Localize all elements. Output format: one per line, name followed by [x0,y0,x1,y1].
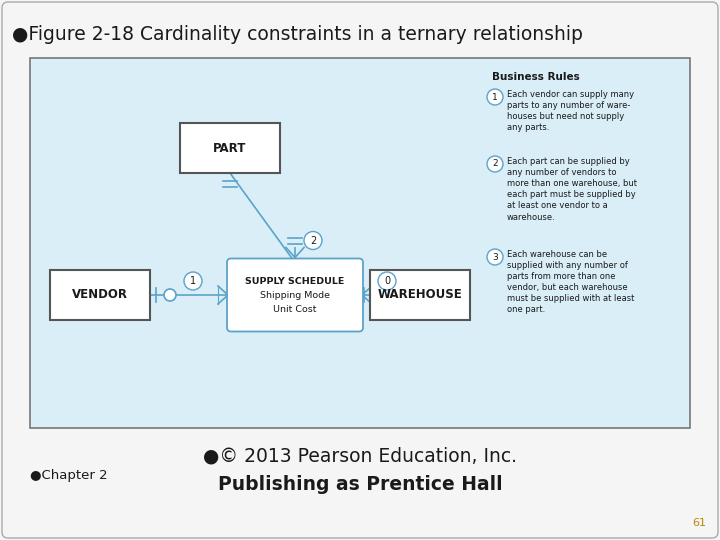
Text: ●Figure 2-18 Cardinality constraints in a ternary relationship: ●Figure 2-18 Cardinality constraints in … [12,25,583,44]
Circle shape [184,272,202,290]
Text: Unit Cost: Unit Cost [274,306,317,314]
Text: SUPPLY SCHEDULE: SUPPLY SCHEDULE [246,276,345,286]
Bar [180,123,280,173]
Text: PART: PART [213,141,247,154]
Circle shape [164,289,176,301]
Circle shape [487,89,503,105]
Circle shape [487,249,503,265]
Circle shape [304,232,322,249]
Text: VENDOR: VENDOR [72,288,128,301]
Text: 2: 2 [310,235,316,246]
Text: Shipping Mode: Shipping Mode [260,292,330,300]
Text: Each vendor can supply many
parts to any number of ware-
houses but need not sup: Each vendor can supply many parts to any… [507,90,634,132]
Bar [370,270,470,320]
Text: 2: 2 [492,159,498,168]
Text: WAREHOUSE: WAREHOUSE [377,288,462,301]
Circle shape [487,156,503,172]
Circle shape [344,289,356,301]
Text: Publishing as Prentice Hall: Publishing as Prentice Hall [217,476,503,495]
Text: 61: 61 [692,518,706,528]
Text: Business Rules: Business Rules [492,72,580,82]
Text: 1: 1 [190,276,196,286]
Circle shape [378,272,396,290]
FancyBboxPatch shape [30,58,690,428]
Text: 3: 3 [492,253,498,261]
Text: Each warehouse can be
supplied with any number of
parts from more than one
vendo: Each warehouse can be supplied with any … [507,250,634,314]
Text: Each part can be supplied by
any number of vendors to
more than one warehouse, b: Each part can be supplied by any number … [507,157,637,221]
Text: 0: 0 [384,276,390,286]
FancyBboxPatch shape [227,259,363,332]
Text: ●© 2013 Pearson Education, Inc.: ●© 2013 Pearson Education, Inc. [203,447,517,465]
Text: 1: 1 [492,92,498,102]
Bar [50,270,150,320]
Text: ●Chapter 2: ●Chapter 2 [30,469,107,482]
